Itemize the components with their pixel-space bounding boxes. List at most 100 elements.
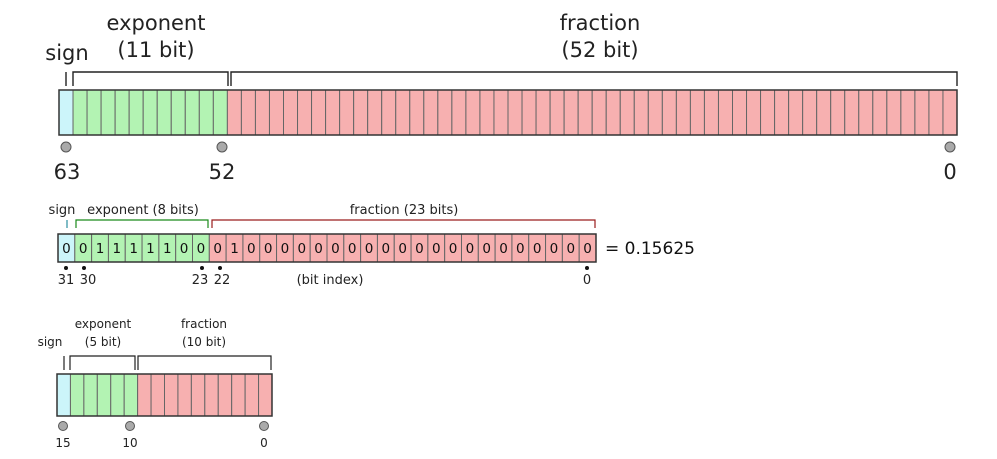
half-fraction-bits-label: (10 bit): [182, 335, 226, 349]
half-fraction-bit-cell: [217, 373, 233, 417]
single-fraction-bracket: [211, 219, 596, 228]
half-exponent-bit-cell: [96, 373, 112, 417]
half-fraction-bit-cell: [150, 373, 165, 417]
double-fraction-bit-cell: [493, 89, 509, 136]
double-fraction-bit-cell: [563, 89, 579, 136]
single-bit-value: 0: [516, 241, 525, 257]
double-marker-0-dot: [944, 141, 956, 153]
double-exponent-bit-cell: [128, 89, 144, 136]
half-exponent-label: exponent: [75, 317, 132, 331]
single-bit-value: 1: [146, 241, 155, 257]
double-fraction-bit-cell: [409, 89, 425, 136]
double-fraction-bit-cell: [802, 89, 818, 136]
single-bit-value: 0: [79, 241, 88, 257]
double-exponent-bits-label: (11 bit): [117, 38, 194, 62]
half-exponent-bit-cell: [83, 373, 98, 417]
double-fraction-bit-cell: [900, 89, 916, 136]
single-bit-value: 0: [466, 241, 475, 257]
single-bit-index-label: (bit index): [297, 273, 364, 288]
double-exponent-bit-cell: [114, 89, 130, 136]
double-fraction-bit-cell: [605, 89, 621, 136]
double-fraction-bit-cell: [591, 89, 607, 136]
double-fraction-bit-cell: [619, 89, 635, 136]
single-bit-value: 0: [482, 241, 491, 257]
half-exponent-bit-cell: [110, 373, 125, 417]
double-fraction-bit-cell: [577, 89, 593, 136]
half-fraction-bit-cell: [244, 373, 260, 417]
double-fraction-bit-cell: [830, 89, 846, 136]
double-fraction-bits-label: (52 bit): [561, 38, 638, 62]
double-fraction-bit-cell: [774, 89, 790, 136]
single-bit-value: 0: [550, 241, 559, 257]
double-fraction-bit-cell: [703, 89, 719, 136]
half-row-border: [56, 373, 273, 417]
double-marker-63-dot: [60, 141, 72, 153]
single-marker-22-dot: [218, 266, 222, 270]
double-fraction-bit-cell: [886, 89, 902, 136]
double-fraction-bit-cell: [647, 89, 663, 136]
single-row-border: [57, 233, 597, 263]
double-fraction-bit-cell: [283, 89, 299, 136]
double-fraction-bit-cell: [507, 89, 523, 136]
double-bit-cells: [58, 89, 958, 136]
single-bit-value: 0: [314, 241, 323, 257]
double-fraction-bit-cell: [858, 89, 874, 136]
double-fraction-bit-cell: [633, 89, 649, 136]
single-bit-value: 0: [566, 241, 575, 257]
double-fraction-bit-cell: [732, 89, 748, 136]
double-sign-bit-cell: [58, 89, 74, 136]
double-exponent-bit-cell: [198, 89, 214, 136]
double-fraction-bit-cell: [535, 89, 551, 136]
double-fraction-bit-cell: [717, 89, 733, 136]
half-fraction-bracket: [137, 355, 272, 370]
double-exponent-bit-cell: [100, 89, 116, 136]
double-marker-52-dot: [216, 141, 228, 153]
single-bit-value: 0: [583, 241, 592, 257]
single-marker-0-dot: [585, 266, 589, 270]
double-fraction-bit-cell: [254, 89, 270, 136]
single-bit-value: 0: [398, 241, 407, 257]
single-bit-value: 1: [129, 241, 138, 257]
double-fraction-bit-cell: [311, 89, 327, 136]
double-fraction-bit-cell: [844, 89, 860, 136]
double-sign-label: sign: [45, 41, 88, 65]
single-marker-31-label: 31: [58, 273, 75, 288]
single-bit-value: 0: [382, 241, 391, 257]
double-fraction-label: fraction: [560, 11, 641, 35]
single-bit-value: 0: [365, 241, 374, 257]
double-fraction-bit-cell: [788, 89, 804, 136]
single-bit-value: 0: [432, 241, 441, 257]
single-exponent-bracket: [75, 219, 209, 228]
single-bit-value: 0: [415, 241, 424, 257]
single-bit-value: 0: [281, 241, 290, 257]
half-fraction-bit-cell: [204, 373, 219, 417]
double-fraction-bit-cell: [451, 89, 467, 136]
double-fraction-bracket: [230, 71, 958, 86]
double-exponent-bit-cell: [72, 89, 88, 136]
single-bit-value: 0: [264, 241, 273, 257]
single-fraction-label: fraction (23 bits): [350, 203, 459, 218]
double-fraction-bit-cell: [479, 89, 495, 136]
single-bit-value: 0: [247, 241, 256, 257]
half-marker-10-dot: [125, 421, 135, 431]
single-marker-23-label: 23: [192, 273, 209, 288]
double-exponent-bit-cell: [156, 89, 172, 136]
double-marker-63-label: 63: [54, 160, 81, 184]
single-bit-value: 0: [62, 241, 71, 257]
double-fraction-bit-cell: [928, 89, 944, 136]
single-marker-30-dot: [82, 266, 86, 270]
half-marker-15-label: 15: [55, 436, 70, 450]
double-precision-diagram: sign exponent (11 bit) fraction (52 bit)…: [45, 11, 958, 184]
double-fraction-bit-cell: [675, 89, 691, 136]
single-bit-value: 0: [297, 241, 306, 257]
double-fraction-bit-cell: [521, 89, 537, 136]
single-bit-value: 0: [331, 241, 340, 257]
half-exponent-bit-cell: [123, 373, 139, 417]
double-row-border: [58, 89, 958, 136]
single-bit-value: 0: [213, 241, 222, 257]
double-fraction-bit-cell: [465, 89, 481, 136]
single-bit-value: 1: [96, 241, 105, 257]
single-bit-value: 0: [499, 241, 508, 257]
